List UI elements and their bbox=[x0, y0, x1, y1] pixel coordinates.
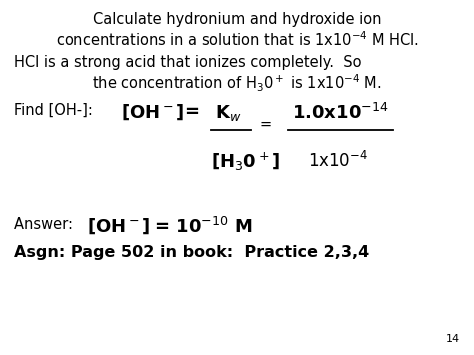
Text: Find [OH-]:: Find [OH-]: bbox=[14, 103, 102, 118]
Text: = 10$^{-10}$ M: = 10$^{-10}$ M bbox=[148, 217, 253, 237]
Text: the concentration of H$_3$0$^+$ is 1x10$^{-4}$ M.: the concentration of H$_3$0$^+$ is 1x10$… bbox=[92, 73, 382, 94]
Text: Answer:: Answer: bbox=[14, 217, 78, 231]
Text: 14: 14 bbox=[446, 334, 460, 344]
Text: [OH$^-$]: [OH$^-$] bbox=[87, 217, 150, 236]
Text: [H$_3$0$^+$]: [H$_3$0$^+$] bbox=[211, 151, 281, 173]
Text: Asgn: Page 502 in book:  Practice 2,3,4: Asgn: Page 502 in book: Practice 2,3,4 bbox=[14, 245, 369, 260]
Text: [OH$^-$]: [OH$^-$] bbox=[121, 103, 184, 122]
Text: concentrations in a solution that is 1x10$^{-4}$ M HCl.: concentrations in a solution that is 1x1… bbox=[55, 30, 419, 49]
Text: K$_w$: K$_w$ bbox=[215, 103, 241, 123]
Text: =: = bbox=[260, 117, 272, 132]
Text: 1.0x10$^{-14}$: 1.0x10$^{-14}$ bbox=[292, 103, 388, 123]
Text: HCl is a strong acid that ionizes completely.  So: HCl is a strong acid that ionizes comple… bbox=[14, 55, 362, 70]
Text: =: = bbox=[184, 103, 199, 121]
Text: Calculate hydronium and hydroxide ion: Calculate hydronium and hydroxide ion bbox=[93, 12, 381, 27]
Text: 1x10$^{-4}$: 1x10$^{-4}$ bbox=[308, 151, 368, 171]
